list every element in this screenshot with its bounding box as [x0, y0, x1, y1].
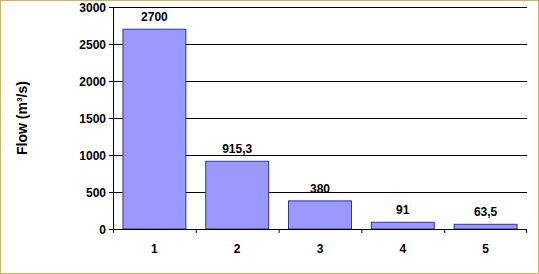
y-tick	[109, 155, 113, 156]
data-label: 2700	[141, 10, 168, 24]
data-label: 91	[396, 203, 410, 217]
y-tick-label: 1000	[79, 149, 106, 163]
chart-svg: 0 500 1000 1500 2000 2500 3000 1 2700 2 915,3 3 380 4…	[0, 0, 539, 274]
x-tick	[526, 229, 527, 233]
x-tick-label: 3	[317, 242, 324, 256]
y-tick	[109, 81, 113, 82]
x-tick-label: 2	[234, 242, 241, 256]
y-tick-label: 3000	[79, 1, 106, 15]
y-tick	[109, 229, 113, 230]
x-tick-label: 4	[399, 242, 406, 256]
y-tick-label: 500	[86, 186, 106, 200]
bar	[289, 201, 352, 229]
data-label: 63,5	[474, 205, 498, 219]
chart-container: 0 500 1000 1500 2000 2500 3000 1 2700 2 915,3 3 380 4…	[0, 0, 539, 274]
y-tick	[109, 192, 113, 193]
bar	[206, 161, 269, 229]
chart-frame	[1, 1, 539, 274]
y-tick-label: 2500	[79, 38, 106, 52]
bar	[454, 224, 517, 229]
y-tick	[109, 44, 113, 45]
bars	[123, 29, 517, 229]
x-tick	[444, 229, 445, 233]
data-label: 380	[310, 182, 330, 196]
y-tick-label: 0	[99, 223, 106, 237]
bar	[123, 29, 186, 229]
x-tick	[279, 229, 280, 233]
y-tick	[109, 7, 113, 8]
x-tick-label: 1	[151, 242, 158, 256]
x-tick	[361, 229, 362, 233]
y-tick-label: 2000	[79, 75, 106, 89]
y-axis-label: Flow (m³/s)	[14, 81, 30, 155]
data-label: 915,3	[222, 142, 252, 156]
y-axis-line	[113, 7, 114, 229]
grid-line	[113, 229, 527, 230]
x-tick	[196, 229, 197, 233]
x-tick	[113, 229, 114, 233]
bar	[371, 222, 434, 229]
x-axis-line	[113, 229, 527, 230]
y-tick-label: 1500	[79, 112, 106, 126]
x-tick-label: 5	[482, 242, 489, 256]
grid-line	[113, 7, 527, 8]
y-tick	[109, 118, 113, 119]
